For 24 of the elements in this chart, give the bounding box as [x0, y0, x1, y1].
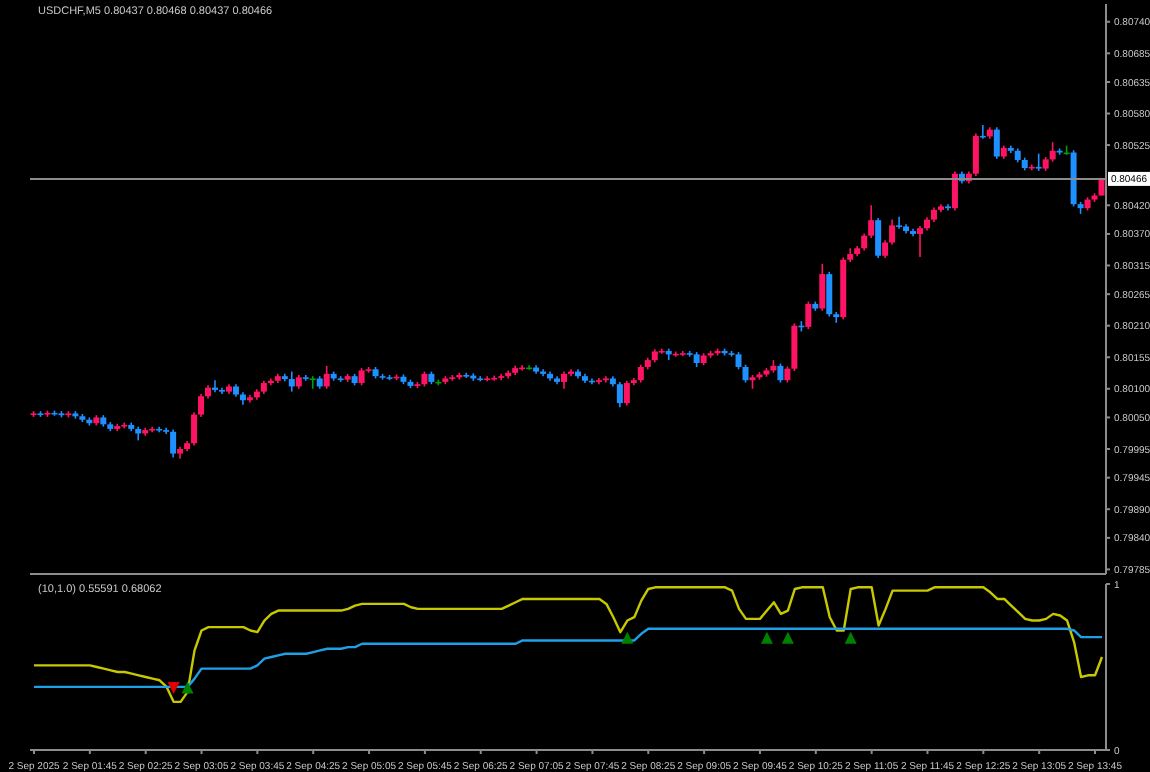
- point: [781, 631, 794, 644]
- candlestick: [993, 126, 1000, 160]
- candlestick: [323, 365, 330, 390]
- candlestick: [951, 170, 958, 212]
- point: [844, 631, 857, 644]
- candlestick: [309, 375, 316, 390]
- line-series: [32, 586, 1104, 704]
- point: [181, 681, 194, 694]
- candlestick: [1049, 141, 1056, 163]
- candlestick: [826, 271, 833, 318]
- candlestick: [616, 381, 623, 408]
- candlestick: [805, 300, 812, 330]
- candlestick: [288, 370, 295, 393]
- candlestick: [819, 262, 826, 312]
- candlestick: [917, 225, 924, 258]
- candlestick: [896, 215, 903, 230]
- candlestick: [623, 379, 630, 407]
- candlestick: [777, 362, 784, 384]
- candlestick: [170, 428, 177, 459]
- candlestick: [972, 132, 979, 177]
- point: [167, 681, 180, 694]
- point: [621, 631, 634, 644]
- candlestick: [875, 217, 882, 259]
- point: [760, 631, 773, 644]
